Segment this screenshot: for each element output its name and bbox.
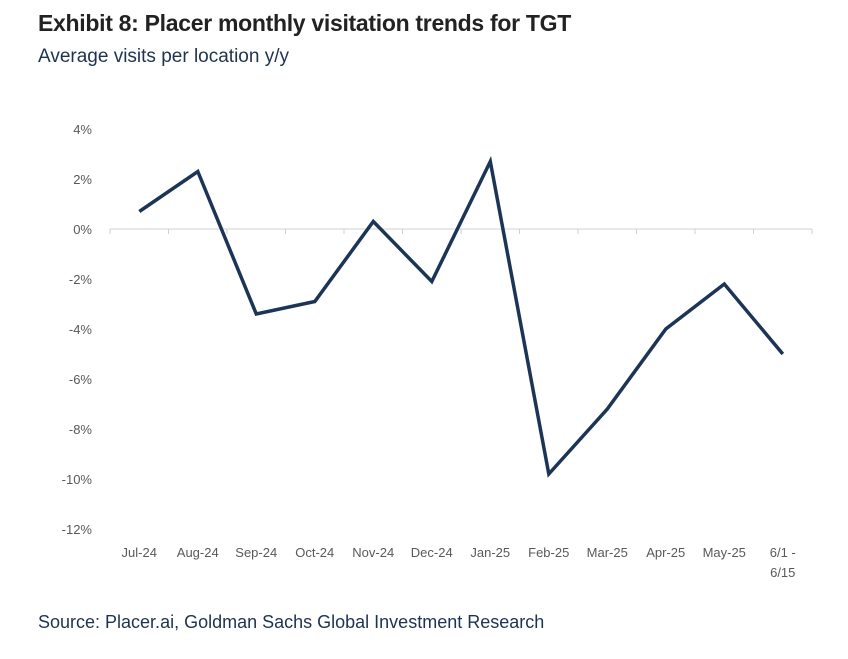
y-tick-label: -10% [62,472,93,487]
y-tick-label: -12% [62,522,93,537]
x-tick-label: Feb-25 [528,545,569,560]
x-tick-label: Nov-24 [352,545,394,560]
x-tick-label: Mar-25 [587,545,628,560]
y-tick-label: 4% [73,122,92,137]
y-axis: 4% 2% 0% -2% -4% -6% -8% -10% -12% [62,122,93,537]
chart-title: Exhibit 8: Placer monthly visitation tre… [38,10,571,36]
x-tick-label: Apr-25 [646,545,685,560]
series-group [138,155,785,478]
series-line [138,155,785,478]
x-tick-label: Jul-24 [122,545,157,560]
x-tick-label: May-25 [703,545,746,560]
x-tick-label: 6/1 -6/15 [770,545,796,580]
y-tick-label: -8% [69,422,93,437]
x-tick-label: Jan-25 [470,545,510,560]
x-tick-label: Sep-24 [235,545,277,560]
x-tick-label: Dec-24 [411,545,453,560]
y-tick-label: -2% [69,272,93,287]
y-tick-label: 0% [73,222,92,237]
y-tick-label: -6% [69,372,93,387]
source-note: Source: Placer.ai, Goldman Sachs Global … [38,612,545,632]
y-tick-label: 2% [73,172,92,187]
chart-subtitle: Average visits per location y/y [38,46,289,67]
y-tick-label: -4% [69,322,93,337]
x-axis: Jul-24 Aug-24 Sep-24 Oct-24 Nov-24 Dec-24 Jan-… [109,228,813,580]
x-tick-label: Aug-24 [177,545,219,560]
x-tick-label: Oct-24 [295,545,334,560]
line-chart: 4% 2% 0% -2% -4% -6% -8% -10% -12% Jul-24 Aug-24 S… [62,122,813,580]
